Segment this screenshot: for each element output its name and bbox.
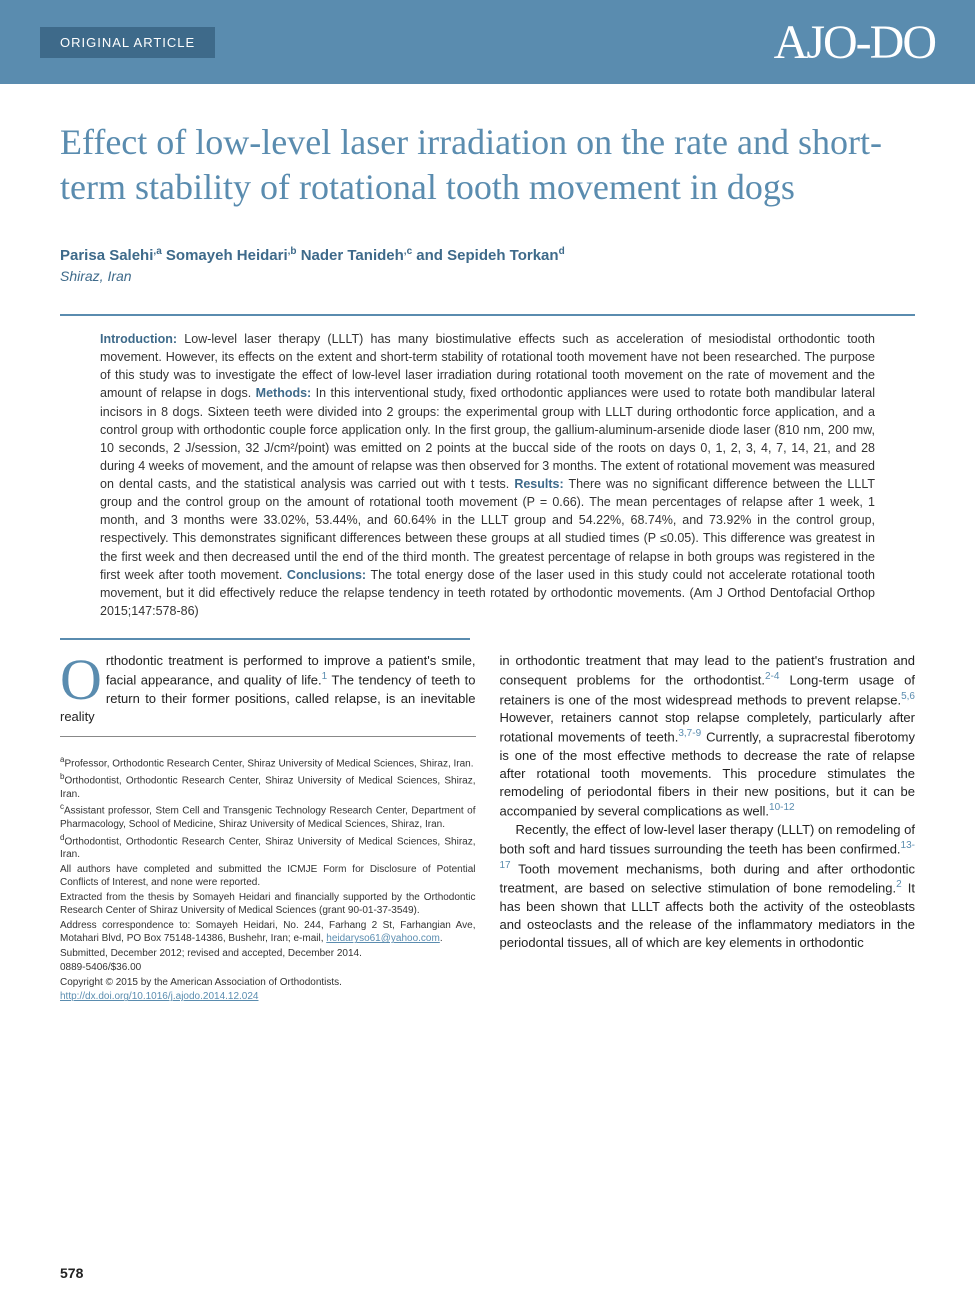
body-text: Tooth movement mechanisms, both during a… <box>500 861 916 896</box>
ref-link[interactable]: 5,6 <box>901 691 915 702</box>
author-name: Parisa Salehi <box>60 247 153 264</box>
author-name: Nader Tanideh <box>301 247 404 264</box>
article-title: Effect of low-level laser irradiation on… <box>60 120 915 210</box>
footnotes-block: aProfessor, Orthodontic Research Center,… <box>60 755 476 1004</box>
body-columns: Orthodontic treatment is performed to im… <box>0 640 975 1005</box>
article-type-badge: ORIGINAL ARTICLE <box>40 27 215 58</box>
authors-line: Parisa Salehi,a Somayeh Heidari,b Nader … <box>60 246 915 264</box>
left-column: Orthodontic treatment is performed to im… <box>60 652 476 1005</box>
footnote-copyright: Copyright © 2015 by the American Associa… <box>60 976 476 990</box>
footnote-issn: 0889-5406/$36.00 <box>60 961 476 975</box>
footnote-b: bOrthodontist, Orthodontic Research Cent… <box>60 772 476 801</box>
author-location: Shiraz, Iran <box>60 268 915 284</box>
body-para-1: Orthodontic treatment is performed to im… <box>60 652 476 726</box>
abstract-methods-text: In this interventional study, fixed orth… <box>100 386 875 491</box>
footnote-funding: Extracted from the thesis by Somayeh Hei… <box>60 891 476 918</box>
footnote-doi: http://dx.doi.org/10.1016/j.ajodo.2014.1… <box>60 990 476 1004</box>
ref-link[interactable]: 3,7-9 <box>678 728 701 739</box>
author-name: Somayeh Heidari <box>166 247 288 264</box>
ref-link[interactable]: 2-4 <box>765 671 779 682</box>
header-bar: ORIGINAL ARTICLE AJO-DO <box>0 0 975 84</box>
footnote-d: dOrthodontist, Orthodontic Research Cent… <box>60 833 476 862</box>
body-text: Recently, the effect of low-level laser … <box>500 822 916 857</box>
doi-link[interactable]: http://dx.doi.org/10.1016/j.ajodo.2014.1… <box>60 991 259 1002</box>
right-column: in orthodontic treatment that may lead t… <box>500 652 916 1005</box>
footnote-correspondence: Address correspondence to: Somayeh Heida… <box>60 919 476 946</box>
abstract-results-label: Results: <box>514 477 563 491</box>
dropcap-o: O <box>60 652 106 706</box>
footnote-submitted: Submitted, December 2012; revised and ac… <box>60 947 476 961</box>
page-number: 578 <box>60 1265 83 1281</box>
abstract-methods-label: Methods: <box>256 386 312 400</box>
author-name: Sepideh Torkan <box>447 247 558 264</box>
body-para-3: Recently, the effect of low-level laser … <box>500 821 916 952</box>
title-section: Effect of low-level laser irradiation on… <box>0 84 975 314</box>
footnote-rule <box>60 736 476 737</box>
footnote-disclosure: All authors have completed and submitted… <box>60 863 476 890</box>
abstract-intro-label: Introduction: <box>100 332 177 346</box>
journal-logo: AJO-DO <box>774 15 935 70</box>
ref-link[interactable]: 10-12 <box>769 802 795 813</box>
abstract-block: Introduction: Low-level laser therapy (L… <box>0 316 975 634</box>
footnote-a: aProfessor, Orthodontic Research Center,… <box>60 755 476 771</box>
body-para-2: in orthodontic treatment that may lead t… <box>500 652 916 821</box>
email-link[interactable]: heidaryso61@yahoo.com <box>326 933 440 944</box>
footnote-c: cAssistant professor, Stem Cell and Tran… <box>60 802 476 831</box>
abstract-results-text: There was no significant difference betw… <box>100 477 875 582</box>
abstract-conclusions-label: Conclusions: <box>287 568 366 582</box>
